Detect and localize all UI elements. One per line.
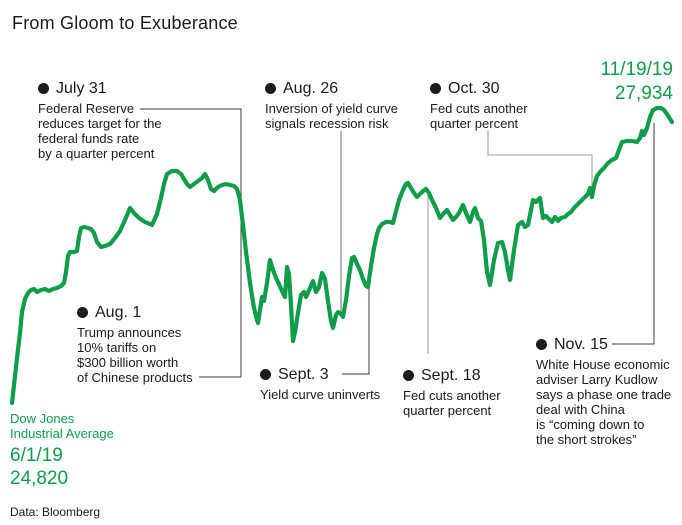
nov15-connector	[612, 123, 655, 345]
annotation-july-31: July 31 Federal Reserve reduces target fo…	[38, 79, 162, 161]
annotation-date: Sept. 18	[421, 367, 481, 384]
bullet-icon	[265, 83, 276, 94]
source-credit: Data: Bloomberg	[10, 505, 101, 519]
sep3-connector	[342, 288, 370, 375]
annotation-text: White House economic adviser Larry Kudlow…	[536, 357, 672, 447]
page-title: From Gloom to Exuberance	[12, 13, 238, 33]
bullet-icon	[77, 307, 88, 318]
annotation-date: July 31	[56, 80, 107, 97]
annotation-aug-26: Aug. 26 Inversion of yield curve signals …	[265, 79, 398, 131]
end-value: 27,934	[614, 83, 673, 104]
oct30-connector	[487, 131, 593, 187]
bullet-icon	[430, 83, 441, 94]
annotation-aug-1: Aug. 1 Trump announces 10% tariffs on $300…	[77, 303, 193, 385]
bullet-icon	[38, 83, 49, 94]
annotation-text: Fed cuts another quarter percent	[403, 388, 501, 418]
annotation-text: Inversion of yield curve signals recessio…	[265, 101, 398, 131]
annotation-date: Aug. 1	[95, 304, 142, 321]
bullet-icon	[536, 339, 547, 350]
start-date: 6/1/19	[10, 445, 63, 466]
annotation-text: Yield curve uninverts	[260, 387, 381, 402]
start-value: 24,820	[10, 468, 69, 489]
annotation-date: Oct. 30	[448, 80, 500, 97]
bullet-icon	[403, 370, 414, 381]
annotation-text: Fed cuts another quarter percent	[430, 101, 528, 131]
annotation-date: Nov. 15	[554, 336, 608, 353]
end-date: 11/19/19	[600, 59, 673, 80]
annotation-nov-15: Nov. 15 White House economic adviser Larr…	[536, 335, 671, 447]
jul31-connector	[140, 108, 242, 377]
bullet-icon	[260, 369, 271, 380]
annotation-text: Trump announces 10% tariffs on $300 billio…	[77, 325, 193, 385]
annotation-oct-30: Oct. 30 Fed cuts another quarter percent	[430, 79, 528, 131]
annotation-text: Federal Reserve reduces target for the fed…	[38, 101, 162, 161]
end-point-label: 11/19/19 27,934	[600, 58, 673, 106]
annotation-sept-3: Sept. 3 Yield curve uninverts	[260, 365, 380, 402]
annotation-sept-18: Sept. 18 Fed cuts another quarter percent	[403, 366, 501, 418]
annotation-date: Sept. 3	[278, 366, 329, 383]
annotation-date: Aug. 26	[283, 80, 339, 97]
price-line	[9, 105, 675, 406]
series-label: Dow Jones Industrial Average	[10, 411, 114, 441]
